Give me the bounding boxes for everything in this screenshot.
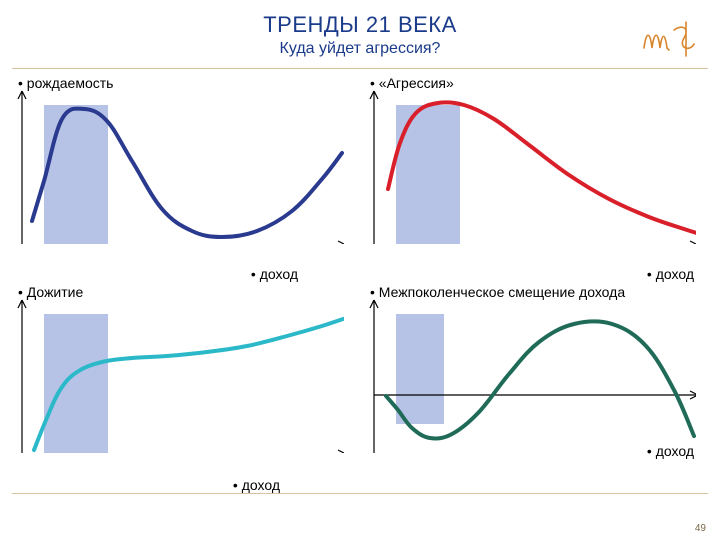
page-title: ТРЕНДЫ 21 ВЕКА <box>0 12 720 38</box>
chart-bottom-left: Дожитие доход <box>14 288 354 489</box>
xlabel-bl: доход <box>233 477 280 493</box>
ylabel-br: Межпоколенческое смещение дохода <box>370 284 625 300</box>
logo-signature <box>640 18 700 58</box>
chart-bottom-right: Межпоколенческое смещение дохода доход <box>366 288 706 489</box>
footer-divider <box>12 493 708 494</box>
xlabel-tr: доход <box>647 266 694 282</box>
xlabel-br: доход <box>647 443 694 459</box>
xlabel-tl: доход <box>251 266 298 282</box>
chart-grid: рождаемость доход «Агрессия» доход Дожит… <box>0 69 720 489</box>
page-number: 49 <box>695 523 706 534</box>
chart-top-left: рождаемость доход <box>14 79 354 280</box>
chart-top-right: «Агрессия» доход <box>366 79 706 280</box>
page-subtitle: Куда уйдет агрессия? <box>0 40 720 58</box>
ylabel-tl: рождаемость <box>18 75 113 91</box>
ylabel-tr: «Агрессия» <box>370 75 454 91</box>
ylabel-bl: Дожитие <box>18 284 83 300</box>
